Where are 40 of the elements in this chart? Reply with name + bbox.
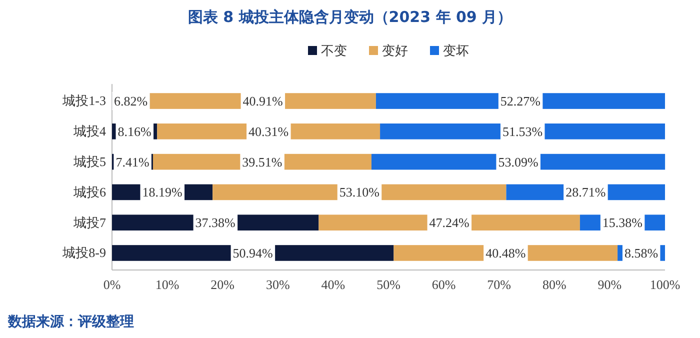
- source-note: 数据来源：评级整理: [7, 314, 134, 330]
- x-tick-label: 70%: [487, 277, 512, 292]
- data-label: 40.48%: [486, 246, 526, 261]
- legend-label: 变坏: [443, 43, 469, 58]
- y-tick-label: 城投7: [72, 214, 106, 230]
- data-label: 53.09%: [498, 154, 538, 170]
- data-label: 51.53%: [502, 124, 543, 139]
- data-label: 50.94%: [232, 246, 274, 261]
- data-label: 39.51%: [242, 154, 282, 170]
- data-label: 37.38%: [195, 215, 236, 230]
- data-label: 7.41%: [116, 154, 150, 170]
- y-tick-label: 城投1-3: [62, 93, 106, 108]
- data-label: 8.16%: [118, 124, 152, 139]
- data-label: 8.58%: [624, 246, 658, 261]
- y-tick-label: 城投4: [72, 124, 106, 139]
- legend-label: 变好: [382, 43, 408, 58]
- x-tick-label: 80%: [542, 277, 566, 292]
- y-tick-label: 城投5: [72, 154, 106, 169]
- data-label: 28.71%: [566, 184, 606, 200]
- data-label: 47.24%: [429, 215, 470, 230]
- data-label: 53.10%: [339, 184, 380, 200]
- x-tick-label: 20%: [210, 277, 235, 292]
- x-tick-label: 10%: [155, 277, 180, 292]
- data-label: 40.31%: [248, 124, 289, 139]
- data-label: 6.82%: [114, 94, 148, 109]
- data-label: 15.38%: [602, 215, 643, 230]
- data-label: 40.91%: [242, 94, 284, 109]
- x-tick-label: 30%: [266, 277, 290, 292]
- x-tick-label: 90%: [598, 277, 622, 292]
- legend-label: 不变: [321, 43, 347, 58]
- data-label: 52.27%: [500, 94, 541, 109]
- x-tick-label: 100%: [650, 277, 680, 292]
- x-tick-label: 40%: [321, 277, 346, 292]
- x-tick-label: 60%: [432, 277, 456, 292]
- chart-title: 图表 8 城投主体隐含月变动（2023 年 09 月）: [188, 8, 512, 26]
- x-tick-label: 0%: [103, 277, 121, 292]
- data-label: 18.19%: [142, 184, 182, 200]
- y-tick-label: 城投6: [72, 184, 106, 200]
- y-tick-label: 城投8-9: [62, 245, 106, 260]
- x-tick-label: 50%: [376, 277, 401, 292]
